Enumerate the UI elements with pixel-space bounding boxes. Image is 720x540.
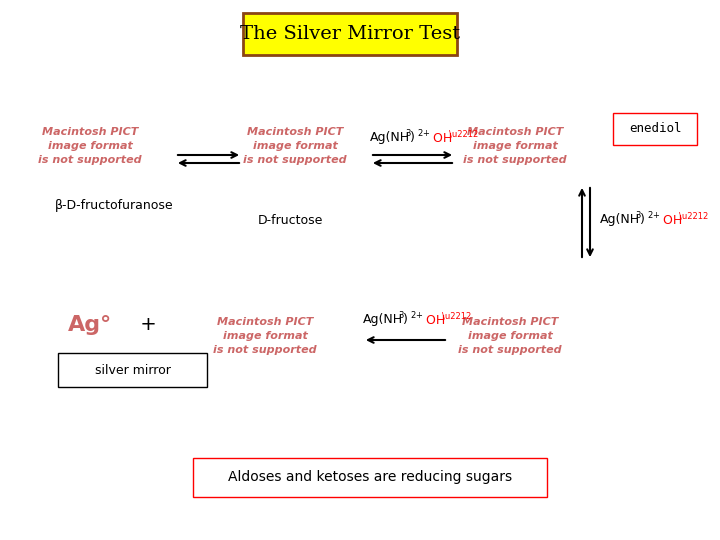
Text: 3: 3: [405, 130, 410, 138]
Text: OH: OH: [659, 213, 683, 226]
Text: ): ): [403, 314, 408, 327]
Text: 2: 2: [647, 212, 652, 220]
Text: Ag(NH: Ag(NH: [370, 132, 410, 145]
Text: image format: image format: [48, 141, 132, 151]
Text: +: +: [422, 130, 429, 138]
Text: 2: 2: [417, 130, 422, 138]
FancyBboxPatch shape: [613, 113, 697, 145]
Text: is not supported: is not supported: [243, 155, 347, 165]
Text: \u2212: \u2212: [679, 212, 708, 220]
Text: Macintosh PICT: Macintosh PICT: [42, 127, 138, 137]
Text: Aldoses and ketoses are reducing sugars: Aldoses and ketoses are reducing sugars: [228, 470, 512, 484]
Text: OH: OH: [422, 314, 445, 327]
Text: ): ): [410, 132, 415, 145]
Text: The Silver Mirror Test: The Silver Mirror Test: [240, 25, 460, 43]
Text: image format: image format: [472, 141, 557, 151]
Text: +: +: [133, 315, 163, 334]
Text: Ag(NH: Ag(NH: [600, 213, 640, 226]
Text: +: +: [415, 312, 422, 321]
Text: is not supported: is not supported: [463, 155, 567, 165]
Text: Macintosh PICT: Macintosh PICT: [217, 317, 313, 327]
Text: D-fructose: D-fructose: [257, 213, 323, 226]
Text: β-D-fructofuranose: β-D-fructofuranose: [55, 199, 174, 212]
Text: 3: 3: [398, 312, 403, 321]
Text: silver mirror: silver mirror: [94, 363, 171, 376]
Text: is not supported: is not supported: [38, 155, 142, 165]
Text: OH: OH: [429, 132, 452, 145]
Text: \u2212: \u2212: [449, 130, 478, 138]
Text: Ag°: Ag°: [68, 315, 112, 335]
Text: +: +: [652, 212, 659, 220]
Text: image format: image format: [253, 141, 338, 151]
Text: Macintosh PICT: Macintosh PICT: [247, 127, 343, 137]
Text: image format: image format: [467, 331, 552, 341]
Text: \u2212: \u2212: [442, 312, 472, 321]
FancyBboxPatch shape: [243, 13, 457, 55]
FancyBboxPatch shape: [58, 353, 207, 387]
FancyBboxPatch shape: [193, 458, 547, 497]
Text: is not supported: is not supported: [458, 345, 562, 355]
Text: 3: 3: [635, 212, 640, 220]
Text: is not supported: is not supported: [213, 345, 317, 355]
Text: Macintosh PICT: Macintosh PICT: [467, 127, 563, 137]
Text: 2: 2: [410, 312, 415, 321]
Text: ): ): [640, 213, 645, 226]
Text: enediol: enediol: [629, 123, 681, 136]
Text: Macintosh PICT: Macintosh PICT: [462, 317, 558, 327]
Text: image format: image format: [222, 331, 307, 341]
Text: Ag(NH: Ag(NH: [363, 314, 403, 327]
